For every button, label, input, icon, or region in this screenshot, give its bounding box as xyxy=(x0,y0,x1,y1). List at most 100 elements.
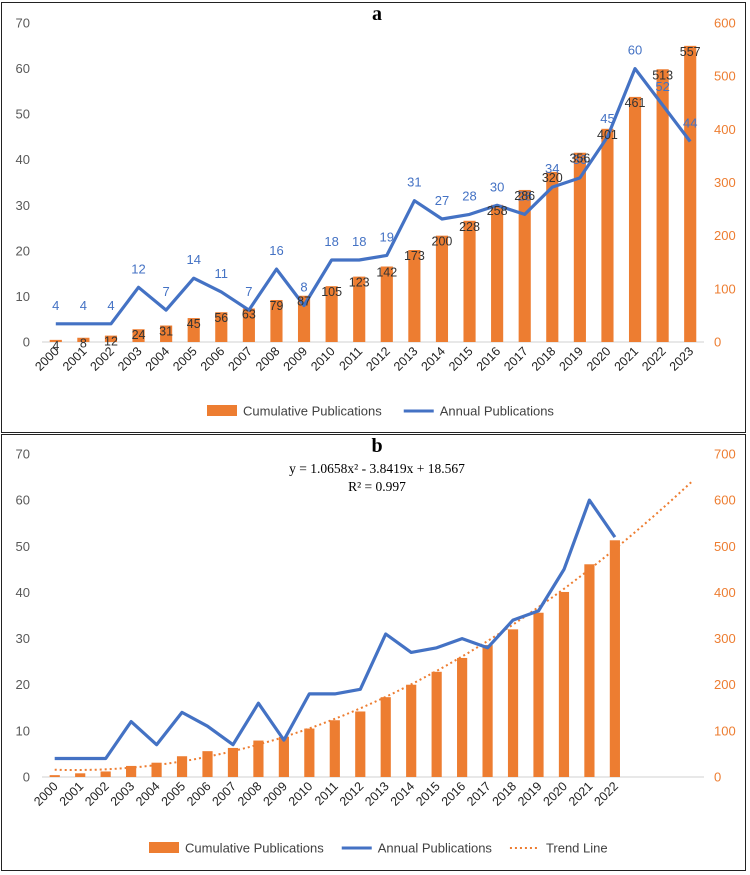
legend-label-bar: Cumulative Publications xyxy=(185,841,324,856)
x-tick-2001: 2001 xyxy=(57,779,87,809)
bar-2010 xyxy=(304,728,315,777)
bar-2010 xyxy=(325,286,338,342)
cumulative-label-2022: 513 xyxy=(652,68,673,82)
bar-2014 xyxy=(406,684,417,777)
trend-line xyxy=(54,481,692,771)
x-tick-2021: 2021 xyxy=(612,344,642,374)
x-tick-2008: 2008 xyxy=(235,779,265,809)
x-tick-2004: 2004 xyxy=(133,779,163,809)
bar-2018 xyxy=(546,171,559,342)
bar-2017 xyxy=(482,645,493,777)
x-tick-2002: 2002 xyxy=(82,779,112,809)
bar-2007 xyxy=(227,747,239,777)
bar-2013 xyxy=(380,697,391,777)
bar-2002 xyxy=(104,335,118,342)
bar-2021 xyxy=(628,96,642,342)
x-tick-2021: 2021 xyxy=(566,779,596,809)
x-tick-2003: 2003 xyxy=(108,779,138,809)
annual-label-2016: 30 xyxy=(490,179,504,194)
left-axis-tick: 0 xyxy=(23,770,30,785)
right-axis-tick: 400 xyxy=(714,585,736,600)
left-axis-tick: 30 xyxy=(16,198,30,213)
cumulative-label-2023: 557 xyxy=(680,45,701,59)
x-tick-2017: 2017 xyxy=(464,779,494,809)
annual-label-2010: 18 xyxy=(324,234,338,249)
bar-2015 xyxy=(463,220,476,342)
cumulative-label-2019: 356 xyxy=(569,152,590,166)
panel-label-b: b xyxy=(371,435,382,457)
x-tick-2023: 2023 xyxy=(667,344,697,374)
x-tick-2020: 2020 xyxy=(584,344,614,374)
bar-2002 xyxy=(100,771,111,777)
annual-line xyxy=(55,66,692,326)
cumulative-label-2001: 8 xyxy=(80,337,87,351)
x-tick-2011: 2011 xyxy=(336,344,365,373)
bar-2022 xyxy=(656,69,669,342)
right-axis-tick: 500 xyxy=(714,69,736,84)
annual-label-2007: 7 xyxy=(245,284,252,299)
legend-label-trend: Trend Line xyxy=(546,841,608,856)
x-tick-2015: 2015 xyxy=(413,779,443,809)
bar-2012 xyxy=(355,711,366,777)
trend-equation: y = 1.0658x² - 3.8419x + 18.567 xyxy=(289,461,465,476)
x-tick-2012: 2012 xyxy=(363,344,393,374)
bar-2019 xyxy=(533,612,544,777)
right-axis-tick: 700 xyxy=(714,447,736,462)
legend-label-line: Annual Publications xyxy=(440,404,555,419)
bar-2012 xyxy=(380,266,393,342)
legend-swatch-cumulative xyxy=(149,842,179,853)
bar-2021 xyxy=(584,564,595,777)
chart-panel-a: a 0 10 20 30 40 50 60 70 0 100 200 300 400 500 600 4 4 4 12… xyxy=(1,2,746,433)
bar-2014 xyxy=(435,235,449,342)
bar-2011 xyxy=(353,276,366,342)
left-axis-tick: 70 xyxy=(16,447,30,462)
right-axis-tick: 300 xyxy=(714,175,736,190)
left-axis-tick: 10 xyxy=(16,723,30,738)
cumulative-label-2018: 320 xyxy=(542,171,563,185)
chart-b-svg: b010203040506070010020030040050060070020… xyxy=(16,435,736,856)
annual-label-2004: 7 xyxy=(163,284,170,299)
cumulative-label-2017: 286 xyxy=(514,189,535,203)
right-axis-tick: 600 xyxy=(714,493,736,508)
x-tick-2019: 2019 xyxy=(556,344,586,374)
annual-label-2012: 19 xyxy=(380,229,394,244)
x-tick-2022: 2022 xyxy=(639,344,669,374)
cumulative-label-2007: 63 xyxy=(242,308,256,322)
annual-label-2008: 16 xyxy=(269,243,283,258)
left-axis-tick: 20 xyxy=(16,243,30,258)
bar-2006 xyxy=(215,312,228,342)
annual-label-2018: 34 xyxy=(545,161,559,176)
annual-label-2017: 28 xyxy=(517,188,531,203)
annual-label-2021: 60 xyxy=(628,43,642,58)
left-axis-tick: 40 xyxy=(16,152,30,167)
x-tick-2013: 2013 xyxy=(362,779,392,809)
x-tick-2016: 2016 xyxy=(439,779,469,809)
bar-2016 xyxy=(457,657,468,777)
bar-2007 xyxy=(242,308,255,342)
annual-label-2023: 44 xyxy=(683,115,697,130)
x-tick-2018: 2018 xyxy=(529,344,559,374)
bar-2001 xyxy=(75,773,86,777)
bar-2023 xyxy=(684,45,697,343)
left-axis-tick: 40 xyxy=(16,585,30,600)
cumulative-label-2005: 45 xyxy=(187,317,201,331)
r-squared: R² = 0.997 xyxy=(348,479,406,494)
bar-2005 xyxy=(187,318,200,342)
bar-2019 xyxy=(573,152,586,342)
x-tick-2016: 2016 xyxy=(474,344,504,374)
left-axis-tick: 10 xyxy=(16,289,30,304)
annual-label-2002: 4 xyxy=(107,298,114,313)
x-tick-2015: 2015 xyxy=(446,344,476,374)
right-axis-tick: 200 xyxy=(714,677,736,692)
x-tick-2008: 2008 xyxy=(253,344,283,374)
x-tick-2014: 2014 xyxy=(388,779,418,809)
cumulative-label-2000: 4 xyxy=(52,339,59,353)
x-tick-2011: 2011 xyxy=(312,779,341,808)
cumulative-label-2015: 228 xyxy=(459,220,480,234)
cumulative-label-2008: 79 xyxy=(270,299,284,313)
x-tick-2010: 2010 xyxy=(308,344,338,374)
bar-2009 xyxy=(297,295,311,342)
annual-label-2000: 4 xyxy=(52,298,59,313)
legend-label-bar: Cumulative Publications xyxy=(243,404,382,419)
